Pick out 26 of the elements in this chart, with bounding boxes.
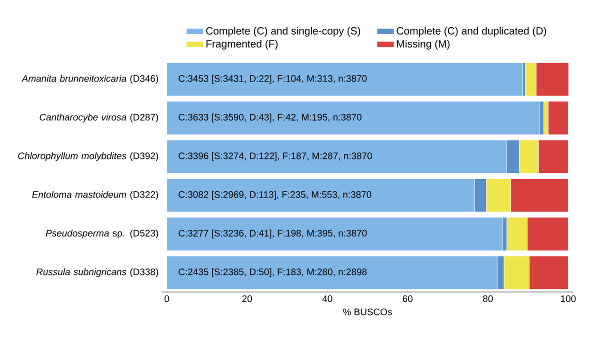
annotation: C:3633 [S:3590, D:43], F:42, M:195, n:3870 — [178, 114, 362, 122]
y-tick-label: Russula subnigricans (D338) — [36, 268, 158, 278]
y-tick-label: Amanita brunneitoxicaria (D346) — [21, 74, 158, 84]
x-tick-label: 0 — [164, 295, 170, 302]
annotation: C:3277 [S:3236, D:41], F:198, M:395, n:3870 — [178, 230, 367, 238]
legend-label: Fragmented (F) — [206, 40, 278, 50]
x-tick-label: 20 — [242, 295, 252, 302]
annotation: C:3396 [S:3274, D:122], F:187, M:287, n:3870 — [178, 152, 372, 162]
legend-label: Missing (M) — [397, 40, 450, 50]
bar — [548, 101, 568, 135]
x-tick-label: 60 — [402, 295, 413, 302]
legend-label: Complete (C) and duplicated (D) — [396, 26, 546, 37]
annotation: C:2435 [S:2385, D:50], F:183, M:280, n:2898 — [178, 268, 367, 278]
annotation: C:3453 [S:3431, D:22], F:104, M:313, n:3870 — [178, 74, 367, 84]
x-tick-label: 40 — [322, 295, 332, 302]
annotation: C:3082 [S:2969, D:113], F:235, M:553, n:3870 — [178, 190, 372, 200]
legend-label: Complete (C) and single-copy (S) — [206, 26, 360, 37]
x-tick-label: 100 — [561, 295, 576, 302]
y-tick-label: Cantharocybe virosa (D287) — [40, 114, 158, 122]
x-tick-label: 80 — [483, 295, 493, 302]
bar — [166, 62, 524, 96]
y-tick-label: Entoloma mastoideum (D322) — [32, 190, 158, 200]
bar — [166, 217, 503, 251]
y-tick-label: Chlorophyllum molybdites (D392) — [18, 152, 158, 162]
x-axis-title: % BUSCOs — [343, 308, 392, 316]
y-tick-label: Pseudosperma sp. (D523) — [46, 230, 158, 238]
